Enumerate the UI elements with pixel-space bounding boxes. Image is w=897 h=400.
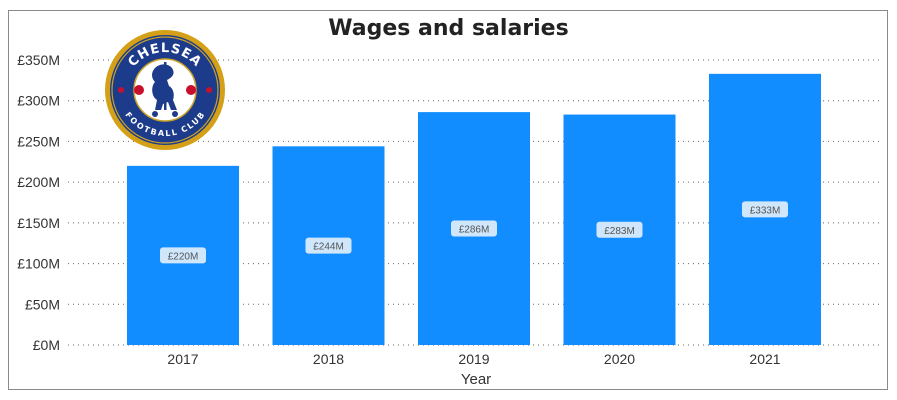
x-tick-label: 2019 (458, 351, 489, 367)
bars: £220M £244M £286M £283M £333M (127, 73, 821, 345)
data-label: £333M (750, 205, 781, 216)
data-label: £244M (313, 242, 344, 253)
data-label-box (742, 201, 788, 218)
y-axis: £0M £50M £100M £150M £200M £250M £300M £350M (17, 52, 60, 353)
y-tick-label: £50M (25, 296, 60, 312)
y-tick-label: £150M (17, 215, 60, 231)
data-label-box (305, 237, 352, 254)
data-label-box (596, 221, 643, 238)
chart-title: Wages and salaries (328, 16, 569, 41)
x-axis: 2017 2018 2019 2020 2021 (167, 351, 780, 367)
data-label-box (160, 247, 206, 264)
y-tick-label: £250M (17, 133, 60, 149)
x-tick-label: 2018 (313, 351, 344, 367)
data-label: £286M (459, 225, 490, 236)
y-tick-label: £100M (17, 256, 60, 272)
chelsea-crest-logo: CHELSEA FOOTBALL CLUB (105, 30, 225, 150)
data-label-box (451, 220, 497, 237)
y-tick-label: £0M (33, 337, 60, 353)
x-tick-label: 2020 (604, 351, 635, 367)
data-label: £220M (168, 251, 199, 262)
y-tick-label: £300M (17, 93, 60, 109)
y-tick-label: £200M (17, 174, 60, 190)
x-axis-label: Year (461, 371, 491, 388)
x-tick-label: 2021 (749, 351, 780, 367)
x-tick-label: 2017 (167, 351, 198, 367)
data-label: £283M (604, 226, 635, 237)
y-tick-label: £350M (17, 52, 60, 68)
